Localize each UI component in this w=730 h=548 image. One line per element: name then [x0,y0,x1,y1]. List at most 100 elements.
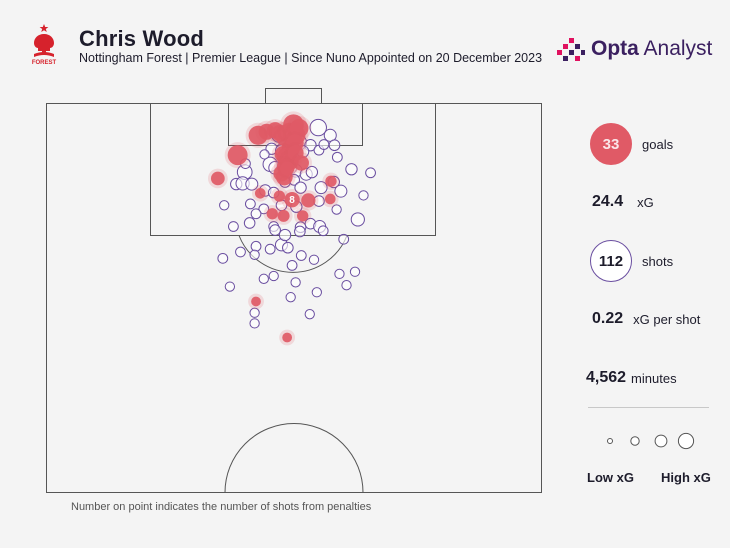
shot-miss-point [228,221,239,232]
xg-label: xG [637,194,654,210]
legend-size-circle [677,432,695,450]
shot-miss-point [290,277,301,288]
legend-size-circle [607,438,613,444]
shot-miss-point [331,151,343,163]
goal-point [324,193,336,205]
shot-miss-point [269,224,281,236]
shot-miss-point [317,225,329,237]
xg-per-shot-value: 0.22 [592,310,624,327]
shot-miss-point [278,228,292,242]
chart-footnote: Number on point indicates the number of … [71,501,372,513]
minutes-value: 4,562 [586,369,627,386]
goal-point [284,191,300,208]
xg-value: 24.4 [592,193,624,210]
shot-miss-point [286,260,298,271]
shot-miss-point [259,149,270,160]
shots-label: shots [642,253,674,269]
goal-point [227,145,248,166]
legend-size-circle [630,436,640,446]
minutes-label: minutes [631,370,677,386]
shot-miss-point [249,307,260,318]
shots-stat: 112 shots [590,240,673,282]
shot-miss-point [285,292,296,303]
goal-point [289,118,309,138]
shot-miss-point [294,181,307,194]
goals-label: goals [642,136,674,152]
page-title: Chris Wood [79,26,205,51]
nottingham-forest-crest-icon: FOREST [32,24,57,66]
goal-point [251,296,261,307]
brand-text: Opta Analyst [591,37,713,60]
shot-miss-point [294,225,306,238]
shots-layer: 8 [207,111,376,346]
opta-analyst-logo: Opta Analyst [555,36,715,66]
shot-miss-point [258,203,270,215]
opta-logo-icon [557,38,585,61]
shot-miss-point [250,208,262,220]
page-subtitle: Nottingham Forest | Premier League | Sin… [79,51,543,65]
goal [265,88,322,104]
shot-miss-point [258,273,269,284]
legend-size-circle [654,434,668,448]
penalty-arc [238,235,348,273]
xg-stat: 24.4 xG [592,193,654,211]
shot-map-pitch: 8 [46,88,542,493]
shot-miss-point [305,165,319,179]
shot-miss-point [268,270,279,282]
shot-miss-point [295,250,307,261]
xg-size-legend [607,432,695,450]
shot-miss-point [334,184,348,198]
shot-miss-point [243,217,256,229]
crest-text: FOREST [32,60,57,66]
goal-point [282,332,293,343]
shot-miss-point [338,233,350,245]
shot-miss-point [217,252,229,264]
shot-miss-point [331,204,342,215]
shot-miss-point [264,243,276,255]
goal-point [277,209,290,222]
shot-miss-point [311,287,322,298]
legend-high-xg: High xG [661,470,711,485]
shot-miss-point [249,318,260,329]
goal-point [325,175,337,187]
shot-miss-point [314,181,328,195]
goal-point [301,193,316,208]
minutes-stat: 4,562 minutes [586,369,677,387]
shot-miss-point [365,167,376,179]
shot-miss-point [328,139,341,152]
shot-miss-point [341,280,352,291]
goal-point [273,190,286,202]
penalty-count-label: 8 [289,195,295,206]
shot-miss-point [249,249,260,260]
shot-miss-point [334,268,345,280]
shot-miss-point [219,200,230,211]
shot-miss-point [244,198,256,210]
stats-divider [588,407,709,408]
shot-miss-point [308,254,320,265]
shots-badge: 112 [590,240,632,282]
shot-miss-point [235,246,246,258]
shot-miss-point [318,139,330,150]
goal-point [293,155,309,171]
centre-circle-arc [224,423,364,493]
goal-point [266,208,278,220]
pitch-lines [46,88,542,493]
shot-miss-point [224,281,236,292]
goal-point [297,210,309,222]
shot-miss-point [250,240,262,252]
shot-miss-point [245,177,259,191]
goal-point [210,171,225,186]
xg-per-shot-stat: 0.22 xG per shot [592,310,700,328]
shot-miss-point [358,190,369,201]
shot-miss-point [350,212,365,227]
stats-panel: 33 goals 24.4 xG 112 shots 0.22 xG per s… [580,118,720,498]
shot-miss-point [282,241,294,254]
goals-stat: 33 goals [590,123,673,165]
shot-miss-point [345,163,358,176]
shot-miss-point [304,309,315,320]
goal-point [254,187,266,199]
goals-badge: 33 [590,123,632,165]
shot-miss-point [309,118,327,137]
shot-miss-point [349,266,361,277]
legend-low-xg: Low xG [587,470,634,485]
